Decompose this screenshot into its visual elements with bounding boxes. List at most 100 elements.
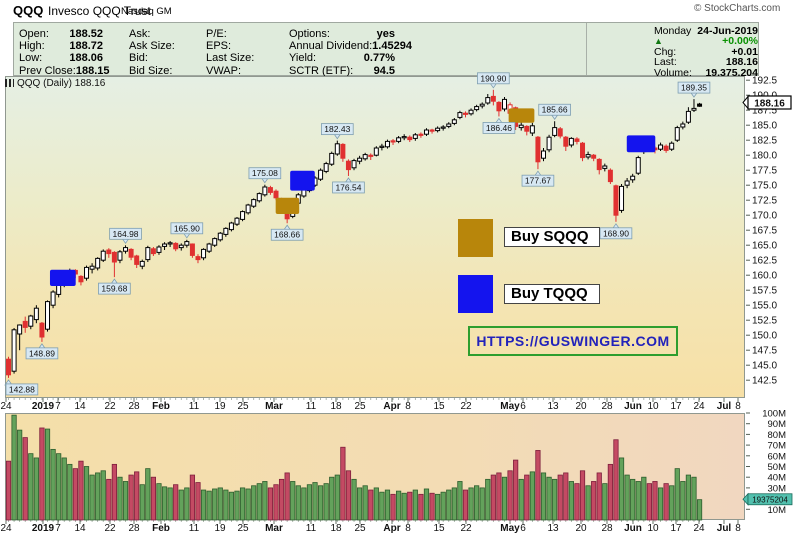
quote-summary: Monday 24-Jun-2019 ▲ +0.00% Chg: +0.01 L… [628, 26, 758, 78]
svg-text:15: 15 [433, 401, 445, 412]
svg-text:50M: 50M [768, 462, 787, 473]
volume-label: Volume: [654, 66, 692, 79]
svg-text:22: 22 [104, 401, 116, 412]
svg-text:Mar: Mar [265, 523, 283, 534]
svg-text:40M: 40M [768, 473, 787, 484]
exchange-name: Nasdaq GM [121, 6, 172, 17]
quote-label: High: [19, 40, 45, 53]
svg-text:165.0: 165.0 [752, 241, 777, 252]
quote-label: Yield: [289, 52, 317, 65]
quote-row: VWAP: [206, 65, 286, 77]
svg-text:177.5: 177.5 [752, 166, 777, 177]
svg-text:15: 15 [433, 523, 445, 534]
svg-text:145.0: 145.0 [752, 361, 777, 372]
svg-text:25: 25 [237, 523, 249, 534]
svg-text:24: 24 [0, 401, 12, 412]
quote-row: Open: 188.52 [19, 28, 103, 40]
last-price-box: 188.16 [742, 95, 792, 110]
quote-row: Ask: [129, 28, 199, 40]
quote-row: Annual Dividend: 1.45294 [289, 40, 412, 52]
svg-text:150.0: 150.0 [752, 331, 777, 342]
svg-text:Feb: Feb [152, 401, 170, 412]
svg-text:13: 13 [547, 523, 559, 534]
svg-text:8: 8 [405, 523, 411, 534]
svg-text:25: 25 [354, 523, 366, 534]
quote-label: Bid Size: [129, 64, 173, 77]
svg-text:13: 13 [547, 401, 559, 412]
quote-label: VWAP: [206, 64, 242, 77]
svg-text:175.0: 175.0 [752, 181, 777, 192]
svg-text:6: 6 [520, 401, 526, 412]
weekday: Monday [653, 25, 692, 37]
quote-label: Ask: [129, 28, 151, 40]
svg-text:Jul: Jul [717, 523, 732, 534]
quote-value: 1.45294 [372, 40, 412, 53]
quote-row: Bid Size: [129, 65, 199, 77]
quote-value: 188.06 [69, 52, 103, 65]
symbol-title: QQQ [13, 3, 44, 18]
svg-text:10: 10 [647, 523, 659, 534]
quote-label: Ask Size: [129, 40, 175, 53]
svg-text:170.0: 170.0 [752, 211, 777, 222]
svg-text:18: 18 [330, 523, 342, 534]
svg-text:Feb: Feb [152, 523, 170, 534]
svg-text:22: 22 [104, 523, 116, 534]
svg-text:19375204: 19375204 [752, 495, 788, 504]
svg-text:190.0: 190.0 [752, 91, 777, 102]
percent-change-row: ▲ +0.00% [628, 36, 758, 47]
guswinger-link[interactable]: HTTPS://GUSWINGER.COM [468, 326, 678, 356]
quote-col-dividend: Options: yes Annual Dividend: 1.45294 Yield:… [289, 28, 412, 77]
svg-text:22: 22 [460, 401, 472, 412]
svg-text:20: 20 [575, 401, 587, 412]
svg-text:17: 17 [670, 523, 682, 534]
svg-text:19: 19 [214, 523, 226, 534]
svg-text:19: 19 [214, 401, 226, 412]
quote-value: 0.77% [363, 52, 395, 65]
chart-title: QQQ (Daily) 188.16 [5, 78, 105, 89]
svg-text:10: 10 [647, 401, 659, 412]
svg-text:182.5: 182.5 [752, 136, 777, 147]
svg-text:24: 24 [693, 401, 705, 412]
quote-panel: Open: 188.52 High: 188.72 Low: 188.06 Prev Clo… [13, 22, 759, 78]
quote-row: Last Size: [206, 52, 286, 64]
change-label: Chg: [654, 45, 677, 58]
quote-label: Last Size: [206, 52, 255, 65]
svg-text:8: 8 [405, 401, 411, 412]
svg-text:90M: 90M [768, 419, 787, 430]
svg-text:11: 11 [189, 523, 200, 534]
quote-row: P/E: [206, 28, 286, 40]
quote-row: Low: 188.06 [19, 52, 103, 64]
quote-row: SCTR (ETF): 94.5 [289, 65, 395, 77]
quote-label: Open: [19, 28, 49, 40]
svg-text:7: 7 [55, 401, 61, 412]
quote-label: EPS: [206, 40, 232, 53]
quote-label: Prev Close: [19, 64, 76, 77]
svg-text:152.5: 152.5 [752, 316, 777, 327]
svg-text:180.0: 180.0 [752, 151, 777, 162]
buy-tqqq-swatch [458, 275, 493, 313]
quote-label: Options: [289, 28, 330, 40]
svg-text:28: 28 [601, 523, 613, 534]
quote-value: 188.15 [75, 64, 110, 77]
quote-row: Ask Size: [129, 40, 199, 52]
quote-row: Prev Close: 188.15 [19, 64, 110, 77]
svg-text:24: 24 [0, 523, 12, 534]
up-triangle-icon: ▲ [654, 36, 663, 47]
svg-text:6: 6 [520, 523, 526, 534]
last-value: 188.16 [725, 56, 758, 69]
last-row: Last: 188.16 [628, 56, 758, 69]
quote-label: SCTR (ETF): [289, 64, 354, 77]
panel-divider [586, 23, 587, 75]
svg-text:30M: 30M [768, 483, 787, 494]
price-axis: 192.5190.0187.5185.0182.5180.0177.5175.0… [746, 76, 777, 387]
buy-sqqq-label: Buy SQQQ [504, 227, 600, 247]
quote-col-bid-ask: Ask: Ask Size: Bid: Bid Size: [129, 28, 199, 77]
svg-text:8: 8 [735, 523, 741, 534]
quote-value: yes [376, 28, 395, 40]
svg-text:2019: 2019 [32, 523, 55, 534]
svg-text:11: 11 [189, 401, 200, 412]
svg-text:11: 11 [306, 401, 317, 412]
buy-tqqq-label: Buy TQQQ [504, 284, 600, 304]
svg-text:185.0: 185.0 [752, 121, 777, 132]
